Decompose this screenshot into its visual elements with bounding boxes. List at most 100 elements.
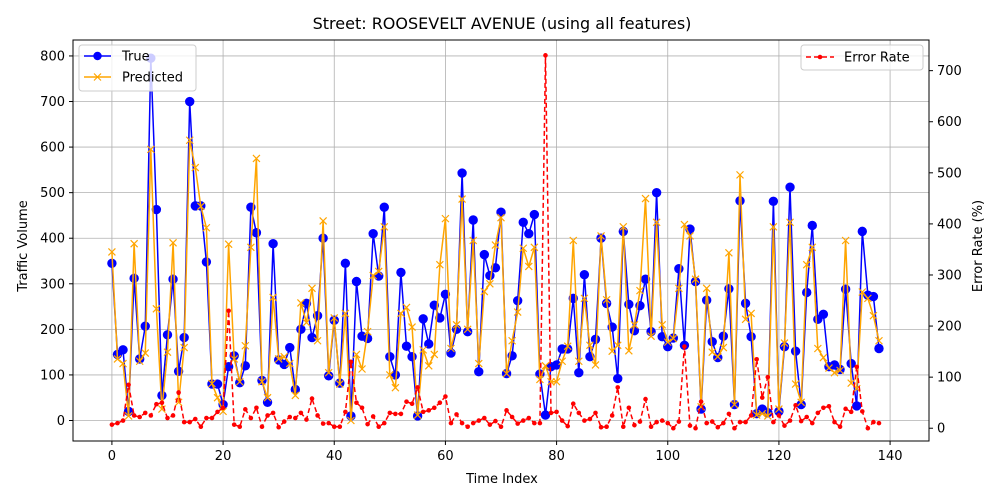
data-point bbox=[343, 409, 348, 415]
data-point bbox=[204, 415, 209, 421]
plot-frame bbox=[72, 39, 930, 442]
data-point bbox=[358, 365, 366, 373]
data-point bbox=[196, 202, 205, 211]
data-point bbox=[198, 424, 204, 429]
data-point bbox=[148, 413, 154, 418]
data-point bbox=[863, 294, 872, 303]
data-point bbox=[476, 418, 482, 423]
data-point bbox=[418, 314, 428, 324]
data-point bbox=[220, 405, 226, 411]
data-point bbox=[296, 324, 306, 335]
data-point bbox=[797, 398, 806, 407]
data-point bbox=[341, 309, 350, 318]
data-point bbox=[285, 359, 294, 368]
data-point bbox=[493, 418, 498, 424]
data-point bbox=[280, 352, 289, 361]
data-point bbox=[326, 420, 331, 426]
data-point bbox=[776, 413, 782, 418]
data-point bbox=[146, 145, 155, 154]
data-point bbox=[558, 357, 567, 366]
data-point bbox=[269, 293, 278, 302]
data-point bbox=[576, 410, 582, 416]
data-point bbox=[602, 295, 611, 304]
data-point bbox=[790, 346, 801, 356]
data-point bbox=[276, 424, 281, 430]
data-point bbox=[813, 344, 822, 353]
data-point bbox=[457, 168, 467, 178]
data-point bbox=[802, 287, 812, 298]
data-point bbox=[142, 410, 148, 416]
data-point bbox=[304, 417, 309, 422]
data-point bbox=[173, 366, 184, 376]
data-point bbox=[854, 364, 860, 370]
data-point bbox=[570, 401, 576, 407]
data-point bbox=[409, 401, 415, 407]
data-point bbox=[619, 222, 628, 231]
data-point bbox=[832, 419, 837, 425]
data-point bbox=[430, 350, 439, 359]
chart-title: Street: ROOSEVELT AVENUE (using all feat… bbox=[313, 14, 692, 33]
data-point bbox=[424, 339, 434, 349]
data-point bbox=[809, 420, 815, 426]
data-point bbox=[109, 422, 115, 427]
data-point bbox=[780, 339, 789, 347]
data-point bbox=[651, 187, 662, 198]
data-point bbox=[593, 410, 598, 416]
data-point bbox=[359, 405, 365, 411]
data-point bbox=[647, 332, 656, 341]
data-point bbox=[843, 406, 848, 412]
data-point bbox=[726, 411, 732, 417]
data-point bbox=[582, 418, 587, 423]
data-point bbox=[641, 194, 650, 203]
data-point bbox=[604, 424, 609, 429]
data-point bbox=[131, 413, 137, 418]
data-point bbox=[791, 380, 800, 388]
legend-label: Predicted bbox=[122, 71, 183, 86]
data-point bbox=[448, 420, 454, 426]
data-point bbox=[215, 409, 220, 415]
data-point bbox=[480, 287, 489, 296]
data-point bbox=[526, 415, 532, 421]
data-point bbox=[385, 371, 394, 379]
data-point bbox=[419, 345, 428, 354]
data-point bbox=[370, 414, 376, 419]
data-point bbox=[435, 260, 444, 269]
data-point bbox=[287, 414, 293, 420]
x-tick-label: 80 bbox=[548, 449, 565, 464]
data-point bbox=[876, 420, 882, 426]
data-point bbox=[374, 267, 383, 276]
data-point bbox=[474, 367, 484, 377]
data-point bbox=[368, 228, 378, 239]
data-point bbox=[540, 410, 551, 420]
data-point bbox=[648, 424, 654, 429]
data-point bbox=[402, 303, 411, 312]
data-point bbox=[798, 418, 804, 424]
data-point bbox=[708, 348, 717, 357]
data-point bbox=[613, 341, 622, 350]
data-point bbox=[691, 275, 700, 284]
data-point bbox=[830, 368, 839, 377]
data-point bbox=[508, 336, 517, 345]
data-point bbox=[246, 243, 255, 252]
series-layer bbox=[107, 53, 884, 431]
data-point bbox=[579, 269, 590, 280]
data-point bbox=[254, 405, 259, 411]
data-point bbox=[381, 420, 387, 426]
y2-tick-label: 0 bbox=[937, 422, 945, 437]
y-tick-label: 500 bbox=[40, 186, 65, 201]
data-point bbox=[737, 419, 743, 425]
series-line bbox=[111, 57, 880, 417]
data-point bbox=[285, 342, 295, 353]
data-point bbox=[665, 420, 671, 426]
data-point bbox=[865, 425, 871, 431]
data-point bbox=[265, 413, 270, 418]
data-point bbox=[859, 409, 865, 414]
data-point bbox=[469, 236, 478, 245]
legend-true-predicted: True Predicted bbox=[78, 44, 197, 92]
data-point bbox=[552, 377, 561, 386]
data-point bbox=[747, 309, 756, 318]
data-point bbox=[324, 368, 333, 377]
data-point bbox=[202, 223, 211, 232]
data-point bbox=[858, 288, 867, 296]
data-point bbox=[624, 346, 633, 355]
